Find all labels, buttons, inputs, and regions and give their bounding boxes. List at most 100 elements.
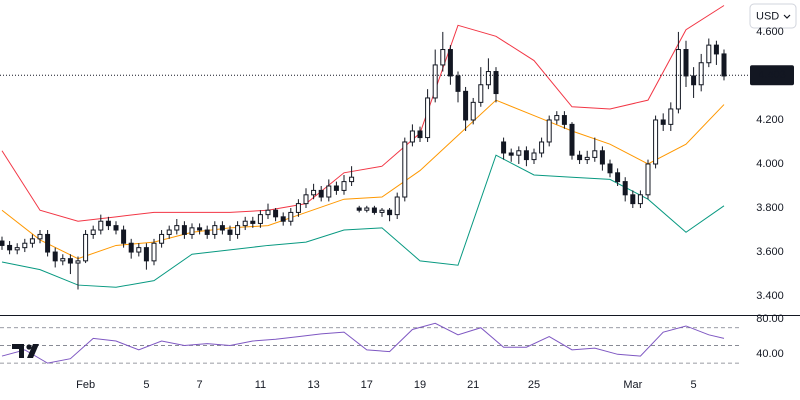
candle-body <box>706 44 712 64</box>
candle-body <box>303 194 309 205</box>
currency-button[interactable] <box>749 3 797 29</box>
candle-body <box>523 150 529 161</box>
candle-body <box>22 242 28 249</box>
candle-body <box>531 152 537 161</box>
candle-body <box>485 71 491 86</box>
x-tick-label: Mar <box>623 379 642 391</box>
candle-body <box>356 207 362 211</box>
x-tick-label: 7 <box>197 379 203 391</box>
candle-body <box>295 203 301 213</box>
candle-body <box>630 194 636 205</box>
candle-body <box>455 75 461 92</box>
candle-body <box>622 181 628 196</box>
candle-body <box>159 233 165 244</box>
candle-body <box>637 194 643 205</box>
candle-body <box>691 75 697 86</box>
candle-body <box>136 247 142 253</box>
candle-body <box>447 49 453 77</box>
x-tick-label: 25 <box>528 379 540 391</box>
candle-body <box>212 225 218 235</box>
candle-body <box>607 163 613 174</box>
candle-body <box>508 152 514 156</box>
candle-body <box>387 209 393 216</box>
candle-body <box>242 220 248 227</box>
candle-body <box>189 227 195 235</box>
y-tick-label: 3.400 <box>756 290 784 302</box>
candle-body <box>75 260 81 264</box>
candle-body <box>577 154 583 161</box>
candle-body <box>143 247 149 262</box>
candle-body <box>14 247 20 251</box>
candle-body <box>83 233 89 262</box>
candle-body <box>561 115 567 125</box>
candle-body <box>128 242 134 253</box>
candle-body <box>151 242 157 262</box>
candle-body <box>105 220 111 227</box>
x-tick-label: 5 <box>691 379 697 391</box>
candle-body <box>721 53 727 77</box>
candle-body <box>501 141 507 154</box>
candle-body <box>45 233 51 253</box>
y-tick-label: 80.00 <box>756 313 784 325</box>
candle-body <box>7 244 13 251</box>
candle-body <box>67 258 73 264</box>
candle-body <box>341 181 347 191</box>
candle-body <box>516 150 522 156</box>
x-tick-label: 13 <box>307 379 319 391</box>
candle-body <box>197 227 203 231</box>
candle-body <box>653 119 659 165</box>
candle-body <box>592 150 598 158</box>
band-line <box>1 99 725 260</box>
y-tick-label: 4.200 <box>756 114 784 126</box>
candle-body <box>379 209 385 213</box>
candle-body <box>402 141 408 198</box>
candle-body <box>546 119 552 143</box>
candle-body <box>311 189 317 196</box>
candle-body <box>394 196 400 216</box>
candle-body <box>273 209 279 218</box>
last-price-label: 4.403 <box>758 69 786 81</box>
candle-body <box>371 207 377 213</box>
candle-body <box>364 207 370 211</box>
chevron-icon <box>783 14 791 19</box>
candle-body <box>554 115 560 121</box>
y-tick-label: 3.800 <box>756 202 784 214</box>
candle-body <box>683 49 689 77</box>
candle-body <box>181 225 187 235</box>
candle-body <box>698 62 704 86</box>
y-tick-label: 4.000 <box>756 158 784 170</box>
candle-body <box>599 150 605 165</box>
candle-body <box>166 229 172 235</box>
candle-body <box>265 209 271 216</box>
candle-body <box>645 163 651 196</box>
candle-body <box>288 211 294 222</box>
candle-body <box>219 225 225 231</box>
candle-body <box>52 251 58 262</box>
candle-body <box>235 225 241 235</box>
candle-body <box>493 71 499 95</box>
candle-body <box>432 64 438 99</box>
candle-body <box>0 240 5 246</box>
candle-body <box>660 119 666 125</box>
candle-body <box>227 229 233 235</box>
candle-body <box>121 229 127 244</box>
candle-body <box>478 84 484 103</box>
x-tick-label: Feb <box>76 379 95 391</box>
currency-selector[interactable]: USD <box>749 3 797 29</box>
candle-body <box>409 130 415 143</box>
candle-body <box>675 49 681 110</box>
candle-body <box>326 185 332 198</box>
candle-body <box>37 233 43 240</box>
currency-label[interactable]: USD <box>756 10 779 22</box>
y-tick-label: 4.600 <box>756 26 784 38</box>
band-line <box>1 154 725 288</box>
x-tick-label: 17 <box>361 379 373 391</box>
candle-body <box>204 229 210 235</box>
y-tick-label: 40.00 <box>756 348 784 360</box>
candle-body <box>60 258 66 262</box>
candle-body <box>257 214 263 224</box>
candle-body <box>463 90 469 121</box>
candle-body <box>250 220 256 224</box>
band-line <box>1 5 725 222</box>
